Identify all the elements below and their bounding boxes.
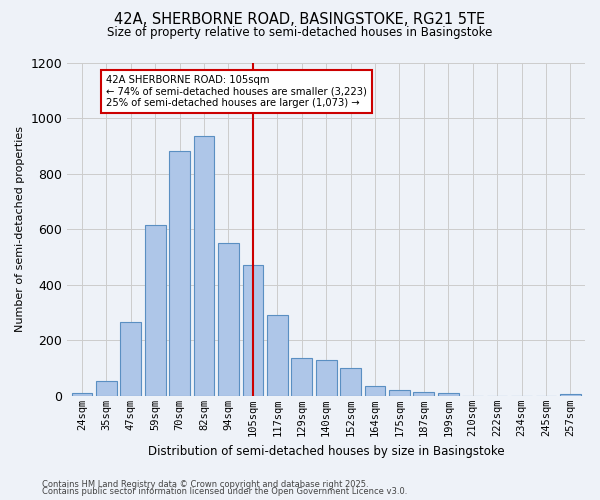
Bar [242, 266, 263, 396]
Text: 42A, SHERBORNE ROAD, BASINGSTOKE, RG21 5TE: 42A, SHERBORNE ROAD, BASINGSTOKE, RG21 5… [115, 12, 485, 28]
Bar [169, 152, 190, 396]
Bar [560, 394, 581, 396]
Bar [340, 368, 361, 396]
Text: 42A SHERBORNE ROAD: 105sqm
← 74% of semi-detached houses are smaller (3,223)
25%: 42A SHERBORNE ROAD: 105sqm ← 74% of semi… [106, 75, 367, 108]
Text: Contains HM Land Registry data © Crown copyright and database right 2025.: Contains HM Land Registry data © Crown c… [42, 480, 368, 489]
Bar [438, 392, 458, 396]
Bar [121, 322, 141, 396]
Bar [365, 386, 385, 396]
Y-axis label: Number of semi-detached properties: Number of semi-detached properties [15, 126, 25, 332]
Bar [292, 358, 312, 396]
Bar [96, 380, 117, 396]
Bar [218, 243, 239, 396]
Bar [267, 316, 287, 396]
Bar [145, 225, 166, 396]
Text: Size of property relative to semi-detached houses in Basingstoke: Size of property relative to semi-detach… [107, 26, 493, 39]
Bar [413, 392, 434, 396]
Bar [389, 390, 410, 396]
Text: Contains public sector information licensed under the Open Government Licence v3: Contains public sector information licen… [42, 487, 407, 496]
X-axis label: Distribution of semi-detached houses by size in Basingstoke: Distribution of semi-detached houses by … [148, 444, 505, 458]
Bar [71, 393, 92, 396]
Bar [194, 136, 214, 396]
Bar [316, 360, 337, 396]
